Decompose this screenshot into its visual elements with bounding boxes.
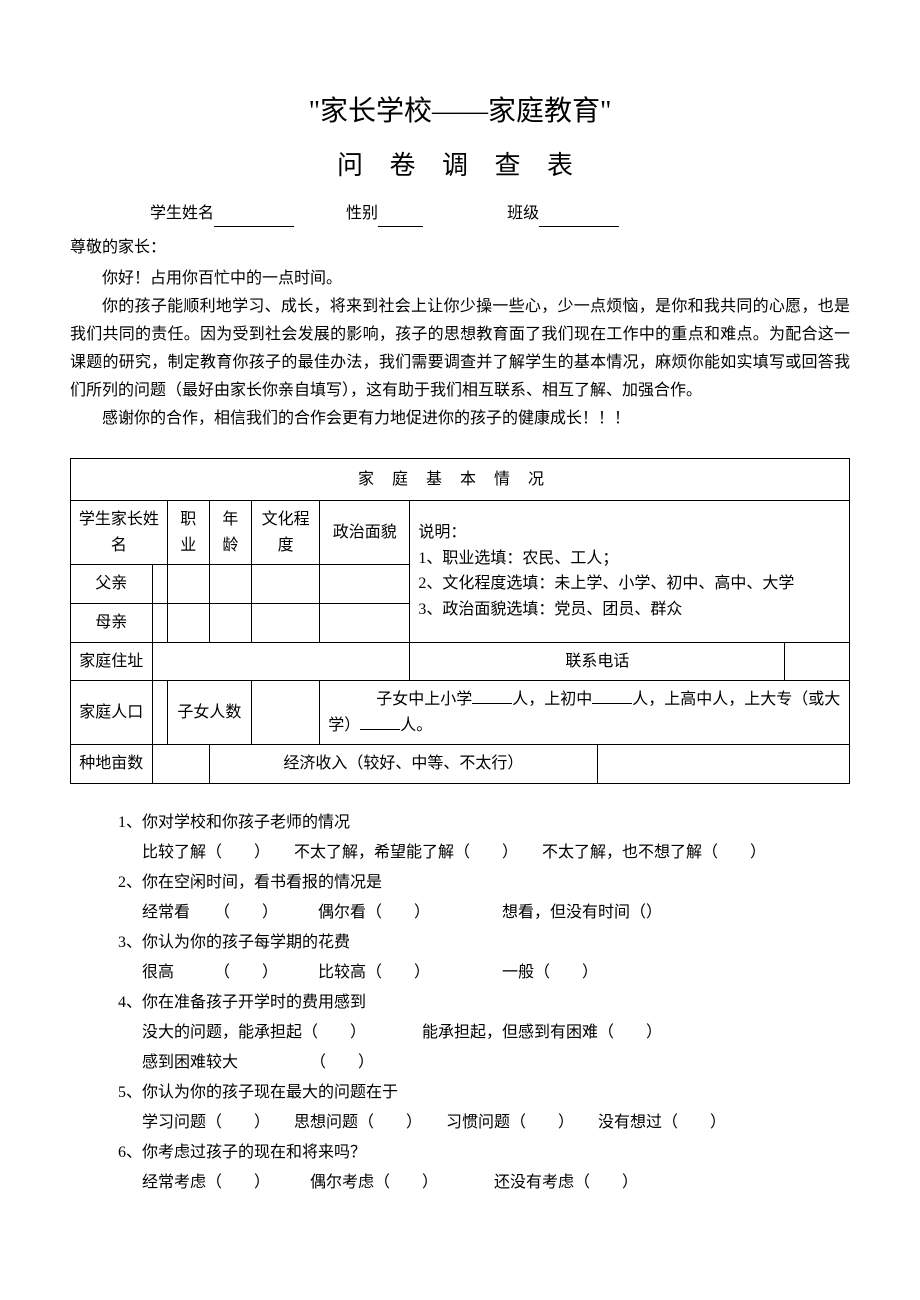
cs-p3: 人，上高中 <box>632 691 712 708</box>
q1-options[interactable]: 比较了解（ ） 不太了解，希望能了解（ ） 不太了解，也不想了解（ ） <box>118 839 850 867</box>
q4-options-2[interactable]: 感到困难较大 （ ） <box>118 1049 850 1077</box>
family-size-label: 家庭人口 <box>71 681 153 745</box>
paragraph-2: 你的孩子能顺利地学习、成长，将来到社会上让你少操一些心，少一点烦恼，是你和我共同… <box>70 293 850 405</box>
primary-blank[interactable] <box>472 688 512 704</box>
header-age: 年龄 <box>209 501 251 565</box>
greeting-line: 尊敬的家长： <box>70 235 850 261</box>
father-name-cell[interactable] <box>152 565 167 604</box>
junior-blank[interactable] <box>592 688 632 704</box>
note-2: 2、文化程度选填：未上学、小学、初中、高中、大学 <box>418 575 794 592</box>
phone-cell[interactable] <box>785 642 850 681</box>
q3-text: 3、你认为你的孩子每学期的花费 <box>118 929 850 957</box>
q5-options[interactable]: 学习问题（ ） 思想问题（ ） 习惯问题（ ） 没有想过（ ） <box>118 1109 850 1137</box>
child-count-label: 子女人数 <box>167 681 251 745</box>
father-label: 父亲 <box>71 565 153 604</box>
mother-education-cell[interactable] <box>251 603 319 642</box>
student-info-line: 学生姓名 性别 班级 <box>70 201 850 227</box>
mother-age-cell[interactable] <box>209 603 251 642</box>
address-cell[interactable] <box>152 642 410 681</box>
cs-p1: 子女中上小学 <box>376 691 472 708</box>
questions-block: 1、你对学校和你孩子老师的情况 比较了解（ ） 不太了解，希望能了解（ ） 不太… <box>70 809 850 1197</box>
notes-title: 说明： <box>418 524 466 541</box>
header-occupation: 职业 <box>167 501 209 565</box>
land-area-cell[interactable] <box>152 745 209 784</box>
gender-label: 性别 <box>346 205 378 222</box>
paragraph-1: 你好！占用你百忙中的一点时间。 <box>70 265 850 293</box>
father-occupation-cell[interactable] <box>167 565 209 604</box>
notes-cell: 说明： 1、职业选填：农民、工人； 2、文化程度选填：未上学、小学、初中、高中、… <box>410 501 850 642</box>
child-school-cell: 子女中上小学人，上初中人，上高中人，上大专（或大学）人。 <box>320 681 850 745</box>
header-political: 政治面貌 <box>320 501 410 565</box>
father-age-cell[interactable] <box>209 565 251 604</box>
paragraph-3: 感谢你的合作，相信我们的合作会更有力地促进你的孩子的健康成长！！！ <box>70 405 850 433</box>
name-blank[interactable] <box>214 208 294 227</box>
college-blank[interactable] <box>360 714 400 730</box>
q6-options[interactable]: 经常考虑（ ） 偶尔考虑（ ） 还没有考虑（ ） <box>118 1169 850 1197</box>
mother-occupation-cell[interactable] <box>167 603 209 642</box>
father-education-cell[interactable] <box>251 565 319 604</box>
q4-text: 4、你在准备孩子开学时的费用感到 <box>118 989 850 1017</box>
family-size-cell[interactable] <box>152 681 167 745</box>
q5-text: 5、你认为你的孩子现在最大的问题在于 <box>118 1079 850 1107</box>
income-cell[interactable] <box>597 745 849 784</box>
note-1: 1、职业选填：农民、工人； <box>418 550 618 567</box>
q3-options[interactable]: 很高 （ ） 比较高（ ） 一般（ ） <box>118 959 850 987</box>
cs-p5: 人。 <box>400 717 432 734</box>
address-label: 家庭住址 <box>71 642 153 681</box>
table-title-cell: 家庭基本情况 <box>71 458 850 501</box>
mother-name-cell[interactable] <box>152 603 167 642</box>
cs-p2: 人，上初中 <box>512 691 592 708</box>
income-label: 经济收入（较好、中等、不太行） <box>209 745 597 784</box>
father-political-cell[interactable] <box>320 565 410 604</box>
q4-options-1[interactable]: 没大的问题，能承担起（ ） 能承担起，但感到有困难（ ） <box>118 1019 850 1047</box>
mother-label: 母亲 <box>71 603 153 642</box>
class-blank[interactable] <box>539 208 619 227</box>
main-title-1: "家长学校——家庭教育" <box>70 90 850 135</box>
q2-options[interactable]: 经常看 （ ） 偶尔看（ ） 想看，但没有时间（） <box>118 899 850 927</box>
q2-text: 2、你在空闲时间，看书看报的情况是 <box>118 869 850 897</box>
q1-text: 1、你对学校和你孩子老师的情况 <box>118 809 850 837</box>
phone-label: 联系电话 <box>410 642 785 681</box>
q6-text: 6、你考虑过孩子的现在和将来吗？ <box>118 1139 850 1167</box>
mother-political-cell[interactable] <box>320 603 410 642</box>
header-education: 文化程度 <box>251 501 319 565</box>
land-area-label: 种地亩数 <box>71 745 153 784</box>
name-label: 学生姓名 <box>150 205 214 222</box>
gender-blank[interactable] <box>378 208 423 227</box>
main-title-2: 问 卷 调 查 表 <box>70 145 850 187</box>
child-count-cell[interactable] <box>251 681 319 745</box>
note-3: 3、政治面貌选填：党员、团员、群众 <box>418 601 682 618</box>
family-info-table: 家庭基本情况 学生家长姓名 职业 年龄 文化程度 政治面貌 说明： 1、职业选填… <box>70 458 850 784</box>
header-parent-name: 学生家长姓名 <box>71 501 168 565</box>
class-label: 班级 <box>507 205 539 222</box>
